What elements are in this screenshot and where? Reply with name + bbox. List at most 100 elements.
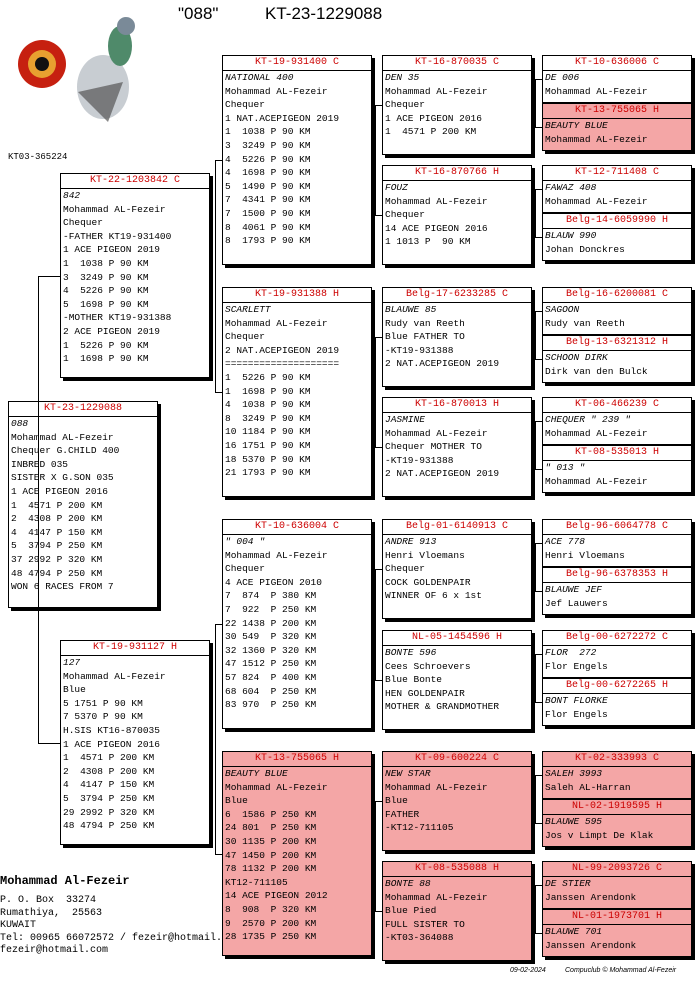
box-line: ANDRE 913 [385, 536, 437, 547]
box-line: 47 1512 P 250 KM [225, 658, 317, 670]
pedigree-box: KT-06-466239 C CHEQUER " 239 " Mohammad AL… [542, 397, 692, 445]
box-line: BLAUW 990 [545, 230, 597, 241]
owner-name: Mohammad Al-Fezeir [0, 874, 130, 888]
box-line: Mohammad AL-Fezeir [385, 427, 488, 439]
connector [215, 853, 222, 855]
ring-number: Belg-16-6200081 C [543, 288, 691, 303]
box-line: Jef Lauwers [545, 597, 608, 609]
pedigree-box: Belg-01-6140913 C ANDRE 913 Henri Vloemans… [382, 519, 532, 619]
box-line: 5 3794 P 250 KM [63, 792, 155, 804]
box-line: 842 [63, 190, 81, 201]
connector [535, 79, 536, 127]
pedigree-box: KT-10-636006 C DE 006 Mohammad AL-Fezeir [542, 55, 692, 103]
box-line: BLAUWE 595 [545, 816, 603, 827]
box-line: 14 ACE PIGEON 2016 [385, 222, 488, 234]
ring-number: NL-01-1973701 H [543, 910, 691, 925]
ring-number: KT-22-1203842 C [61, 174, 209, 189]
ring-number: KT-23-1229088 [9, 402, 157, 417]
connector [215, 160, 216, 392]
connector [375, 337, 376, 447]
box-line: 2 4308 P 200 KM [11, 513, 103, 525]
box-line: Chequer [385, 563, 425, 575]
box-line: 8 908 P 320 KM [225, 903, 317, 915]
box-line: 1 1038 P 90 KM [63, 257, 149, 269]
box-line: 8 3249 P 90 KM [225, 412, 311, 424]
connector [38, 275, 39, 743]
box-line: H.SIS KT16-870035 [63, 724, 160, 736]
box-line: BLAUWE JEF [545, 584, 603, 595]
pedigree-box: KT-13-755065 H BEAUTY BLUE Mohammad AL-Fez… [222, 751, 372, 956]
box-line: 1 4571 P 200 KM [63, 752, 155, 764]
photo-caption: KT03-365224 [8, 152, 68, 162]
pedigree-box: KT-13-755065 H BEAUTY BLUE Mohammad AL-Fez… [542, 103, 692, 151]
box-line: NEW STAR [385, 768, 431, 779]
ring-number: KT-02-333993 C [543, 752, 691, 767]
pigeon-head [117, 17, 135, 35]
ring-number: Belg-17-6233285 C [383, 288, 531, 303]
box-line: WINNER OF 6 x 1st [385, 590, 482, 602]
connector [535, 591, 542, 592]
footer-date: 09-02-2024 [510, 967, 546, 974]
box-line: Rudy van Reeth [385, 317, 465, 329]
box-line: 1 1698 P 90 KM [225, 385, 311, 397]
pigeon-photo [18, 17, 135, 122]
connector [535, 421, 542, 422]
ring-number: Belg-01-6140913 C [383, 520, 531, 535]
box-line: 7 922 P 250 KM [225, 603, 317, 615]
connector [535, 421, 536, 469]
connector [535, 311, 536, 359]
box-line: SISTER X G.SON 035 [11, 472, 114, 484]
box-line: FOUZ [385, 182, 408, 193]
box-line: Mohammad AL-Fezeir [225, 549, 328, 561]
box-line: 47 1450 P 200 KM [225, 849, 317, 861]
pedigree-box: Belg-13-6321312 H SCHOON DIRK Dirk van den… [542, 335, 692, 383]
ring-number: KT-16-870766 H [383, 166, 531, 181]
box-line: 7 1500 P 90 KM [225, 207, 311, 219]
box-line: 4 ACE PIGEON 2010 [225, 576, 322, 588]
box-line: BONTE 596 [385, 647, 437, 658]
ring-number: KT-08-535013 H [543, 446, 691, 461]
connector [535, 654, 536, 702]
box-line: Cees Schroevers [385, 660, 471, 672]
box-line: -FATHER KT19-931400 [63, 230, 172, 242]
ring-number: NL-02-1919595 H [543, 800, 691, 815]
box-line: Blue [225, 795, 248, 807]
connector [375, 105, 382, 106]
box-line: Mohammad AL-Fezeir [63, 670, 166, 682]
connector [535, 189, 542, 190]
pedigree-box: Belg-14-6059990 H BLAUW 990 Johan Donckres [542, 213, 692, 261]
box-line: 1 ACE PIGEON 2016 [63, 738, 160, 750]
box-line: Mohammad AL-Fezeir [225, 317, 328, 329]
ring-number: KT-10-636004 C [223, 520, 371, 535]
connector [535, 127, 542, 128]
box-line: 2 NAT.ACEPIGEON 2019 [385, 358, 500, 370]
box-line: COCK GOLDENPAIR [385, 576, 471, 588]
box-line: Johan Donckres [545, 243, 625, 255]
box-line: 8 1793 P 90 KM [225, 235, 311, 247]
ring-number: KT-16-870035 C [383, 56, 531, 71]
pedigree-box: Belg-00-6272265 H BONT FLORKE Flor Engels [542, 678, 692, 726]
box-line: Blue [385, 795, 408, 807]
box-line: Mohammad AL-Fezeir [225, 781, 328, 793]
box-line: BONTE 88 [385, 878, 431, 889]
box-line: 4 4147 P 150 KM [63, 779, 155, 791]
ring-number: Belg-96-6064778 C [543, 520, 691, 535]
box-line: 29 2992 P 320 KM [63, 806, 155, 818]
box-line: Mohammad AL-Fezeir [225, 85, 328, 97]
connector [375, 801, 382, 802]
connector [375, 215, 382, 216]
box-line: Mohammad AL-Fezeir [11, 431, 114, 443]
ring-number: KT-06-466239 C [543, 398, 691, 413]
box-line: SALEH 3993 [545, 768, 603, 779]
box-line: 8 4061 P 90 KM [225, 221, 311, 233]
pedigree-box: KT-23-1229088 088 Mohammad AL-Fezeir Cheque… [8, 401, 158, 608]
ring-number: KT-16-870013 H [383, 398, 531, 413]
box-line: 5 1698 P 90 KM [63, 298, 149, 310]
box-line: HEN GOLDENPAIR [385, 687, 465, 699]
box-line: 2 NAT.ACEPIGEON 2019 [225, 344, 340, 356]
box-line: WON 6 RACES FROM 7 [11, 581, 114, 593]
box-line: BLAUWE 701 [545, 926, 603, 937]
pedigree-box: KT-16-870035 C DEN 35 Mohammad AL-Fezeir Ch… [382, 55, 532, 155]
box-line: Janssen Arendonk [545, 939, 637, 951]
box-line: 48 4794 P 250 KM [63, 820, 155, 832]
